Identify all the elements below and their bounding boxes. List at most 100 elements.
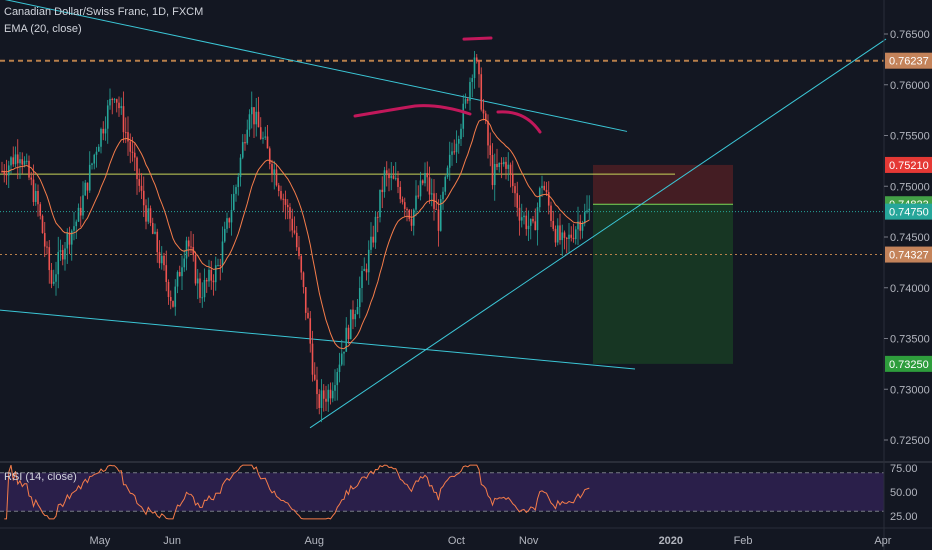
candle-body	[442, 191, 444, 200]
candle-body	[424, 173, 426, 184]
price-tag-box	[885, 156, 932, 173]
candle-body	[176, 272, 179, 287]
candle-body	[268, 148, 271, 165]
candle-body	[30, 177, 33, 180]
price-tag-label: 0.75210	[889, 160, 929, 172]
candle-body	[55, 274, 57, 282]
candle-body	[498, 162, 501, 168]
candle-body	[538, 188, 541, 208]
candle-body	[367, 249, 370, 273]
candle-body	[124, 132, 127, 134]
candle-body	[151, 222, 154, 234]
candles	[1, 50, 591, 423]
right-shoulder-arc	[496, 110, 542, 134]
candle-body	[385, 170, 388, 174]
candle-body	[379, 189, 381, 218]
candle-body	[48, 247, 51, 271]
candle-body	[104, 128, 107, 134]
candle-body	[399, 186, 402, 200]
candle-body	[286, 204, 289, 208]
candle-body	[156, 231, 159, 253]
candle-body	[311, 343, 314, 375]
candle-body	[192, 246, 195, 255]
candle-body	[19, 159, 21, 164]
rsi-label[interactable]: RSI (14, close)	[4, 471, 77, 483]
candle-body	[298, 247, 300, 257]
candle-body	[439, 199, 442, 231]
candle-body	[210, 269, 213, 281]
candle-body	[79, 207, 82, 216]
candle-body	[16, 154, 19, 164]
candle-body	[88, 164, 91, 191]
time-tick-label: Jun	[163, 535, 181, 547]
head-marker	[462, 36, 493, 41]
candle-body	[239, 157, 242, 177]
candle-body	[318, 394, 321, 408]
candle-body	[138, 179, 141, 186]
ema-line	[1, 118, 590, 350]
time-tick-label: Feb	[734, 535, 753, 547]
candle-body	[183, 258, 186, 268]
candle-body	[253, 107, 255, 125]
candle-body	[266, 136, 269, 149]
candle-body	[136, 157, 138, 180]
candle-body	[273, 169, 276, 175]
time-axis[interactable]: May Jun Aug Oct Nov 2020 Feb Apr	[0, 527, 932, 547]
candle-body	[559, 225, 561, 241]
candle-body	[577, 221, 579, 230]
candle-body	[388, 173, 390, 179]
candle-body	[41, 215, 44, 234]
candle-body	[262, 137, 264, 139]
take-profit-zone	[593, 204, 733, 364]
candle-body	[421, 180, 424, 184]
candle-body	[536, 207, 539, 231]
candle-body	[410, 218, 413, 226]
price-axis[interactable]: 0.76500 0.76000 0.75500 0.75000 0.74500 0.740…	[883, 0, 932, 550]
candle-body	[291, 218, 294, 231]
candle-body	[354, 314, 357, 320]
candle-body	[39, 204, 42, 216]
candle-body	[527, 225, 530, 230]
candle-body	[493, 163, 496, 186]
candle-body	[473, 57, 476, 79]
candle-body	[257, 111, 260, 128]
candle-body	[541, 185, 543, 189]
candle-body	[484, 113, 487, 122]
candle-body	[248, 114, 251, 130]
candle-body	[574, 229, 577, 240]
candle-body	[338, 364, 341, 373]
time-tick-label: Aug	[304, 535, 324, 547]
candle-body	[111, 98, 114, 100]
candle-body	[383, 170, 386, 193]
candle-body	[462, 103, 465, 129]
price-tick-label: 0.76500	[890, 29, 930, 41]
symbol-title[interactable]: Canadian Dollar/Swiss Franc, 1D, FXCM	[4, 6, 204, 18]
candle-body	[205, 280, 208, 282]
price-tag-box	[885, 203, 932, 220]
candle-body	[489, 145, 492, 155]
candle-body	[14, 154, 17, 165]
candle-body	[122, 106, 125, 133]
price-tick-label: 0.75500	[890, 131, 930, 143]
candle-body	[230, 209, 233, 223]
candle-body	[469, 81, 471, 101]
candle-body	[275, 169, 278, 186]
candle-body	[428, 177, 431, 195]
candle-body	[118, 102, 120, 109]
candle-body	[255, 111, 258, 125]
indicator-label[interactable]: EMA (20, close)	[4, 23, 82, 35]
rsi-band	[0, 472, 884, 512]
candle-body	[187, 240, 190, 247]
rising-support-trendline	[309, 38, 887, 429]
candle-body	[415, 195, 417, 210]
candle-body	[352, 309, 354, 320]
price-tick-label: 0.74000	[890, 283, 930, 295]
candle-body	[259, 127, 262, 139]
candle-body	[163, 255, 165, 266]
candle-body	[545, 189, 548, 193]
candle-body	[221, 241, 224, 266]
candle-body	[363, 268, 366, 271]
candle-body	[25, 160, 28, 162]
candle-body	[235, 187, 237, 194]
